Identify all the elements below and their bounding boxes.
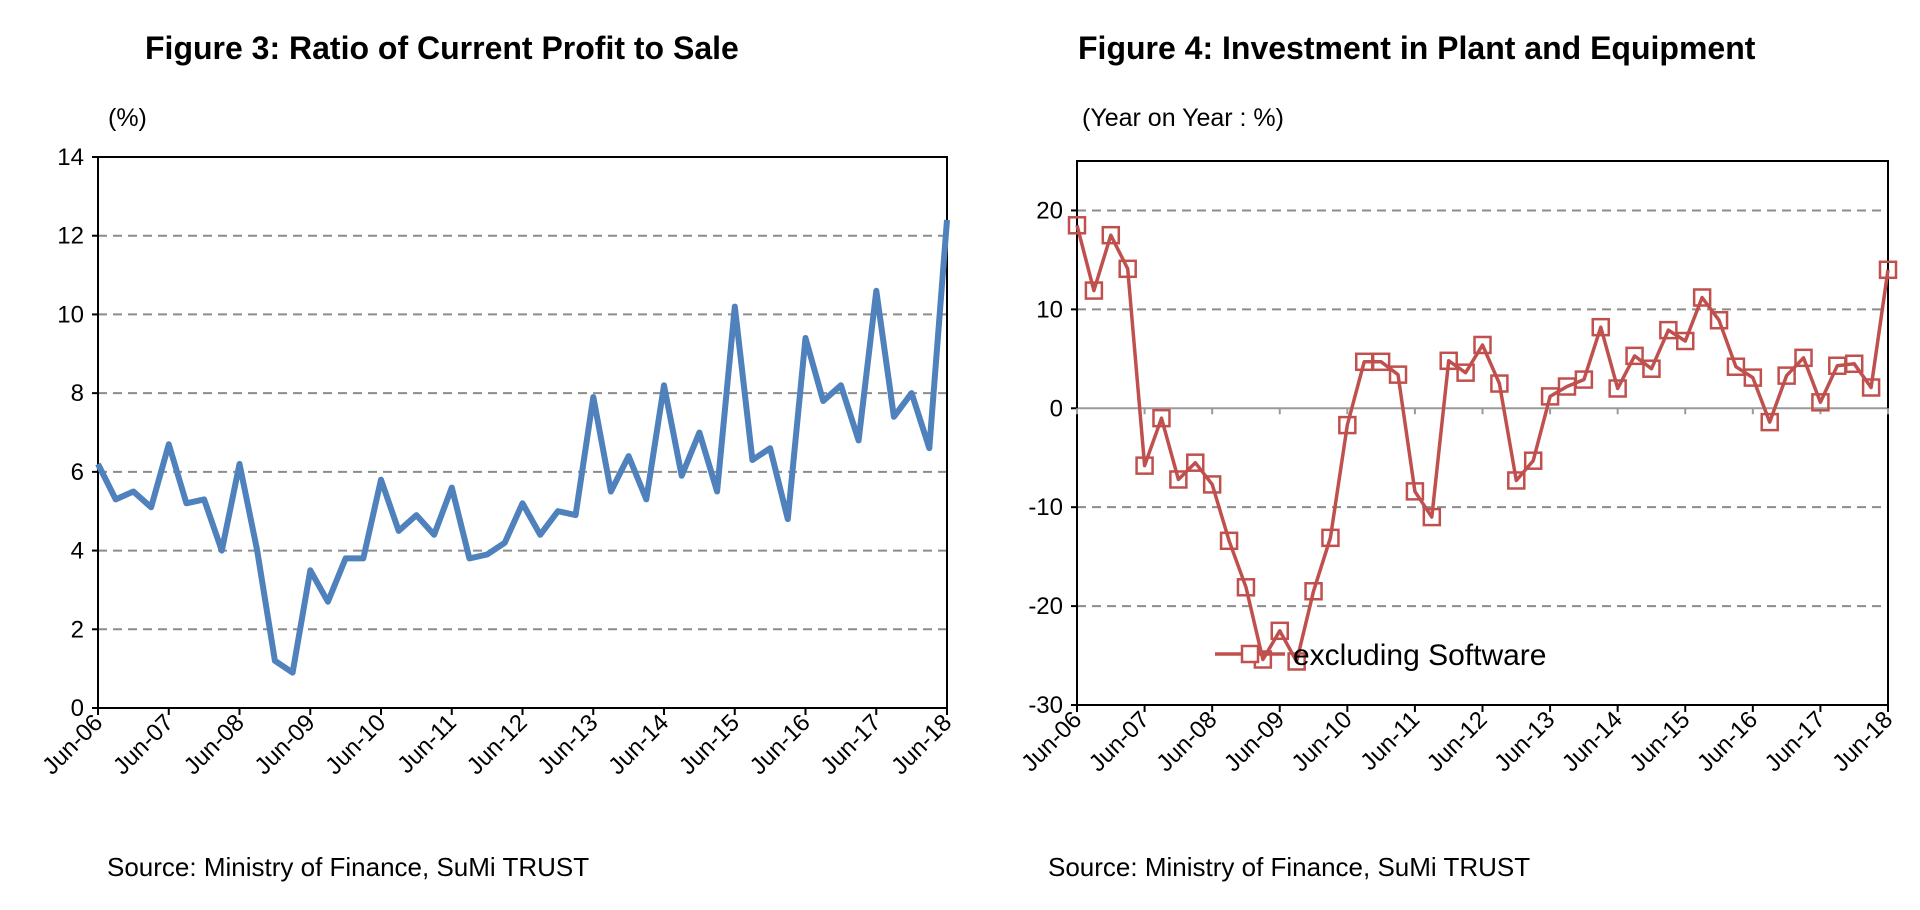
data-point-marker <box>1202 475 1222 494</box>
data-point-marker <box>1152 408 1171 428</box>
data-point-marker <box>1726 357 1746 376</box>
figure-4-unit-label: (Year on Year : %) <box>1082 104 1284 132</box>
y-tick-label: 10 <box>57 301 84 328</box>
data-point-marker <box>1540 387 1560 406</box>
y-tick-label: 14 <box>57 144 84 171</box>
data-point-marker <box>1135 456 1154 475</box>
series-line <box>95 219 950 676</box>
x-tick-label: Jun-17 <box>816 709 887 780</box>
data-point-marker <box>1574 370 1594 389</box>
y-tick-label: 10 <box>1036 296 1063 323</box>
y-tick-label: -30 <box>1028 692 1063 719</box>
x-tick-label: Jun-09 <box>1219 706 1290 777</box>
data-point-marker <box>1186 453 1205 472</box>
x-tick-label: Jun-08 <box>179 709 250 780</box>
x-tick-label: Jun-13 <box>533 709 604 780</box>
y-tick-label: -10 <box>1028 494 1063 521</box>
x-tick-label: Jun-17 <box>1760 706 1831 777</box>
y-tick-label: 20 <box>1036 197 1063 224</box>
data-point-marker <box>1473 335 1492 355</box>
y-tick-label: 2 <box>71 616 84 643</box>
data-point-marker <box>1608 379 1627 398</box>
data-point-marker <box>1794 348 1813 368</box>
data-point-marker <box>1625 346 1644 366</box>
y-tick-label: 4 <box>71 538 84 565</box>
x-tick-label: Jun-07 <box>1084 706 1155 777</box>
x-tick-label: Jun-10 <box>320 709 391 780</box>
y-tick-label: 0 <box>71 695 84 722</box>
x-tick-label: Jun-09 <box>250 709 321 780</box>
figure-3-unit-label: (%) <box>108 104 147 132</box>
figure-3-title: Figure 3: Ratio of Current Profit to Sal… <box>145 30 739 66</box>
data-point-marker <box>1270 621 1289 641</box>
x-tick-label: Jun-14 <box>1557 706 1628 777</box>
x-tick-label: Jun-16 <box>1692 706 1763 777</box>
x-tick-label: Jun-15 <box>1625 706 1696 777</box>
data-point-marker <box>1507 471 1526 490</box>
y-tick-label: 0 <box>1050 395 1063 422</box>
plot-area-frame <box>1076 160 1889 706</box>
data-point-marker <box>1371 352 1391 372</box>
figure-4-title: Figure 4: Investment in Plant and Equipm… <box>1078 30 1756 66</box>
data-point-marker <box>1743 368 1763 387</box>
y-tick-label: 12 <box>57 223 84 250</box>
x-tick-label: Jun-12 <box>462 709 533 780</box>
x-tick-label: Jun-11 <box>1355 706 1425 776</box>
data-point-marker <box>1405 482 1425 501</box>
data-point-marker <box>1709 310 1729 330</box>
data-point-marker <box>1659 320 1678 340</box>
x-tick-label: Jun-10 <box>1287 706 1358 777</box>
data-point-marker <box>1878 260 1898 280</box>
y-tick-label: 8 <box>71 380 84 407</box>
figure-3-source: Source: Ministry of Finance, SuMi TRUST <box>107 852 590 882</box>
figure-3-panel: Figure 3: Ratio of Current Profit to Sal… <box>37 30 957 882</box>
data-point-marker <box>1861 378 1881 397</box>
data-point-marker <box>1321 528 1340 548</box>
data-point-marker <box>1084 281 1104 300</box>
data-point-marker <box>1692 288 1712 307</box>
data-point-marker <box>1169 470 1188 489</box>
x-tick-label: Jun-12 <box>1422 706 1493 777</box>
plot-area-frame <box>97 156 948 709</box>
data-point-marker <box>1777 366 1796 385</box>
data-point-marker <box>1439 351 1458 371</box>
data-point-marker <box>1676 331 1695 351</box>
figure-4-source: Source: Ministry of Finance, SuMi TRUST <box>1048 852 1531 882</box>
x-tick-label: Jun-14 <box>603 709 674 780</box>
data-point-marker <box>1456 363 1475 382</box>
data-point-marker <box>1101 225 1121 245</box>
figure-4-panel: Figure 4: Investment in Plant and Equipm… <box>960 0 1920 910</box>
x-tick-label: Jun-18 <box>1827 706 1898 777</box>
data-point-marker <box>1338 415 1357 435</box>
data-point-marker <box>1118 259 1137 279</box>
y-tick-label: -20 <box>1028 593 1063 620</box>
legend-marker-swatch <box>1240 644 1260 664</box>
x-tick-label: Jun-18 <box>886 709 957 780</box>
x-tick-label: Jun-08 <box>1151 706 1222 777</box>
x-tick-label: Jun-07 <box>108 709 179 780</box>
data-point-marker <box>1811 393 1830 412</box>
data-point-marker <box>1760 412 1779 432</box>
data-point-marker <box>1304 582 1323 601</box>
data-point-marker <box>1422 507 1442 527</box>
data-point-marker <box>1236 578 1256 597</box>
data-point-marker <box>1844 354 1864 374</box>
x-tick-label: Jun-15 <box>674 709 745 780</box>
data-point-marker <box>1219 531 1239 551</box>
data-point-marker <box>1287 652 1306 671</box>
y-tick-label: 6 <box>71 459 84 486</box>
data-point-marker <box>1067 216 1087 235</box>
data-point-marker <box>1591 317 1611 337</box>
legend-label: excluding Software <box>1293 639 1546 672</box>
data-point-marker <box>1388 365 1408 384</box>
series-line <box>1075 224 1890 664</box>
data-point-marker <box>1642 359 1661 378</box>
x-tick-label: Jun-11 <box>392 709 462 779</box>
data-point-marker <box>1523 451 1543 470</box>
figure-4-chart: -30-20-1001020Jun-06Jun-07Jun-08Jun-09Ju… <box>1016 160 1898 777</box>
data-point-marker <box>1490 374 1509 393</box>
x-tick-label: Jun-13 <box>1489 706 1560 777</box>
x-tick-label: Jun-16 <box>745 709 816 780</box>
